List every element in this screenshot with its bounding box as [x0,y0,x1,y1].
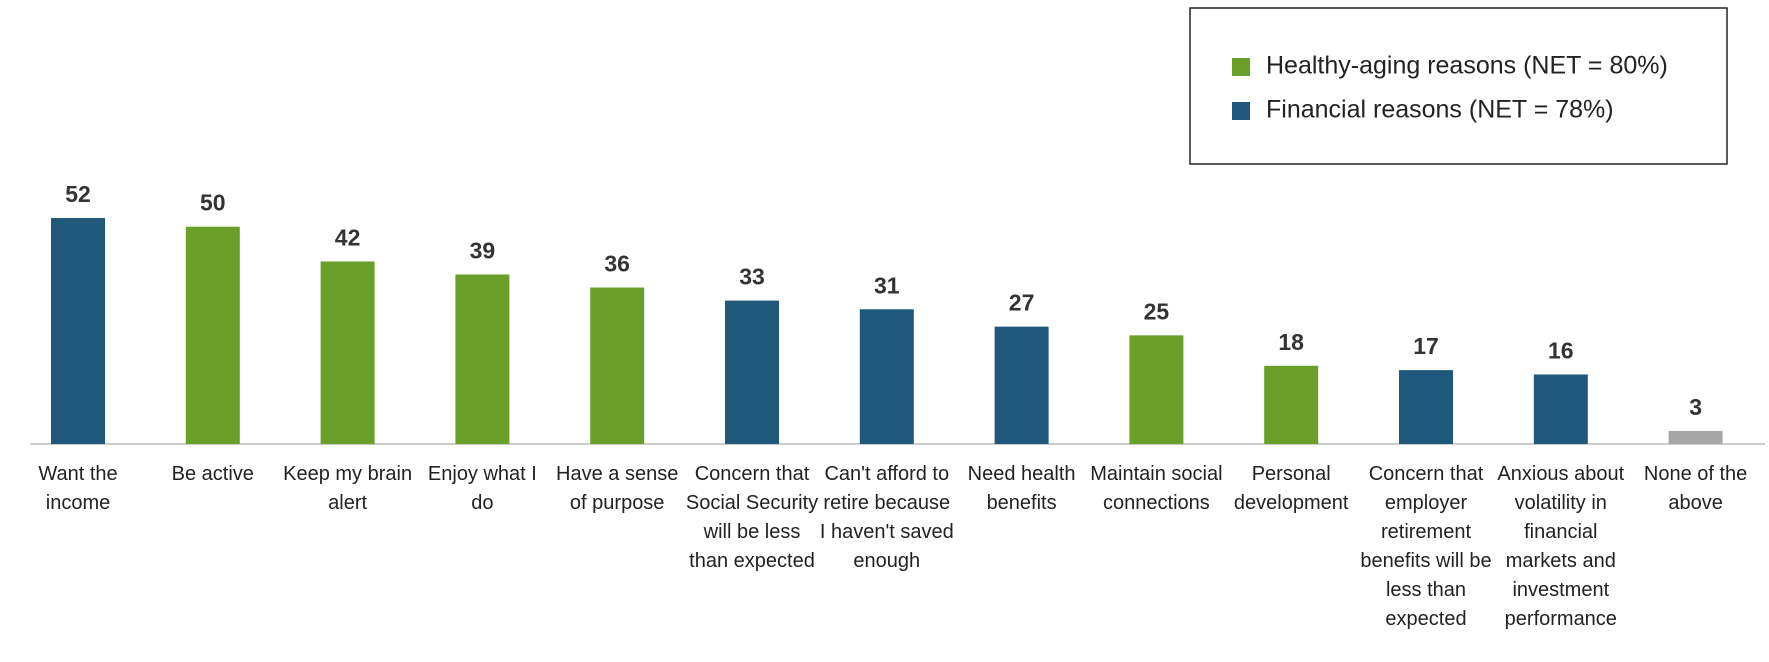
legend-label: Healthy-aging reasons (NET = 80%) [1266,52,1668,80]
x-tick-label: Enjoy what I do [427,463,537,514]
value-label: 33 [739,264,765,290]
x-tick-label: Have a sense of purpose [556,463,679,514]
legend-box [1189,7,1728,165]
value-label: 52 [65,181,91,207]
legend-swatch [1232,58,1250,76]
legend-swatch [1232,102,1250,120]
value-label: 50 [200,190,226,216]
bar [590,287,645,444]
x-tick-label: Keep my brain alert [283,463,413,514]
x-tick-label: Be active [171,463,254,485]
bar [1668,430,1723,444]
bar [725,300,779,444]
value-label: 39 [470,238,496,264]
bar [1533,374,1588,444]
x-tick-label: Concern that Social Security will be les… [685,463,819,572]
bar [320,261,375,444]
x-tick-label: Personal development [1233,463,1349,514]
value-label: 18 [1278,329,1304,355]
value-label: 42 [335,224,361,250]
value-label: 27 [1009,290,1035,316]
x-tick-label: Anxious about volatility in financial ma… [1497,463,1625,630]
bar [51,218,105,444]
x-tick-label: Need health benefits [967,463,1076,514]
x-tick-label: Want the income [38,463,118,514]
value-label: 3 [1689,394,1702,420]
bar [994,326,1049,444]
value-label: 25 [1144,298,1170,324]
x-tick-label: Can't afford to retire because I haven't… [819,463,954,572]
bar [1129,335,1184,444]
value-label: 36 [604,251,630,277]
bar [455,274,510,444]
x-tick-label: Concern that employer retirement benefit… [1360,463,1492,630]
x-tick-label: Maintain social connections [1090,463,1223,514]
bar [185,226,240,444]
x-tick-label: None of the above [1643,463,1748,514]
value-label: 31 [874,272,900,298]
legend-label: Financial reasons (NET = 78%) [1266,96,1614,124]
bar [1399,370,1453,444]
value-label: 16 [1548,337,1574,363]
bar [859,309,914,444]
value-label: 17 [1413,333,1439,359]
bar [1264,365,1319,444]
